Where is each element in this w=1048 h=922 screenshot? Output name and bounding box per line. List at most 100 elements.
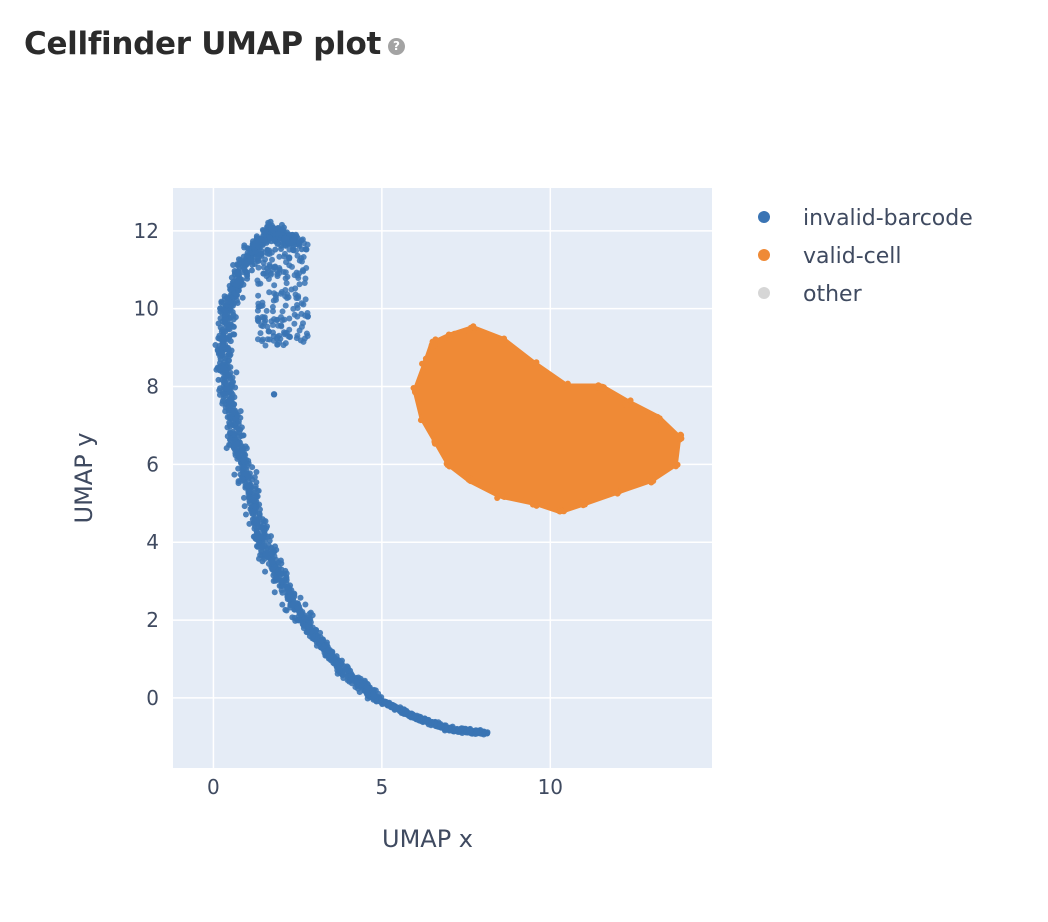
data-point [271,282,278,289]
legend-item-valid-cell[interactable]: valid-cell [758,244,901,269]
data-point [262,256,269,263]
data-point [237,408,244,415]
data-point [267,550,274,557]
data-point [256,511,263,518]
data-point [301,240,308,247]
help-circle-icon[interactable]: ? [387,37,405,55]
data-point [241,503,248,510]
data-point [224,414,231,421]
data-point [248,267,255,274]
data-point [265,533,272,540]
data-point [528,360,535,367]
data-point [532,501,539,508]
data-point [302,601,309,608]
data-point [288,263,295,270]
data-point [257,330,264,337]
data-point [277,314,284,321]
data-point [260,270,267,277]
data-point [285,294,292,301]
x-tick-label: 5 [375,775,388,799]
data-point [496,490,503,497]
data-point [280,226,287,233]
data-point [262,568,269,575]
data-point [296,281,303,288]
data-point [246,520,253,527]
data-point [561,384,568,391]
data-point [220,306,227,313]
data-point [261,537,268,544]
data-point [281,331,288,338]
data-point [269,266,276,273]
data-point [431,342,438,349]
data-point [263,307,270,314]
data-point [285,239,292,246]
data-point [238,448,245,455]
data-point [468,477,475,484]
data-point [229,309,236,316]
data-point [265,328,272,335]
data-point [216,332,223,339]
data-point [262,342,269,349]
y-tick-label: 10 [134,297,159,321]
data-point [302,296,309,303]
data-point [212,341,219,348]
legend-label: valid-cell [803,244,901,269]
data-point [233,297,240,304]
data-point [226,398,233,405]
data-point [294,332,301,339]
data-point [239,457,246,464]
data-point [262,229,269,236]
data-point [422,412,429,419]
data-point [270,391,278,398]
y-tick-label: 12 [134,219,159,243]
data-point [281,235,288,242]
data-point [422,358,429,365]
data-point [251,503,258,510]
data-point [235,465,242,472]
data-point [255,292,262,299]
data-point [556,508,563,515]
data-point [259,516,266,523]
data-point [266,234,273,241]
data-point [249,464,256,471]
data-point [255,243,262,250]
data-point [277,557,284,564]
data-point [336,664,343,671]
legend-item-invalid-barcode[interactable]: invalid-barcode [758,206,973,231]
data-point [285,254,292,261]
data-point [431,438,438,445]
data-point [225,347,232,354]
data-point [338,657,345,664]
data-point [282,275,289,282]
x-tick-label: 0 [207,775,220,799]
data-point [286,315,293,322]
data-point [254,529,261,536]
data-point [444,462,451,469]
y-tick-label: 6 [146,452,159,476]
data-point [325,647,332,654]
data-point [286,326,293,333]
data-point [262,249,269,256]
data-point [287,589,294,596]
data-point [498,337,505,344]
data-point [235,287,242,294]
data-point [594,384,601,391]
data-point [228,303,235,310]
data-point [654,415,661,422]
data-point [274,240,281,247]
legend-marker [758,249,770,261]
data-point [298,300,305,307]
data-point [283,577,290,584]
data-point [286,593,293,600]
data-point [283,280,290,287]
data-point [249,476,256,483]
data-point [290,237,297,244]
data-point [301,279,308,286]
data-point [233,369,240,376]
legend-item-other[interactable]: other [758,282,863,307]
data-point [470,324,477,331]
data-point [296,239,303,246]
data-point [670,459,677,466]
data-point [273,573,280,580]
